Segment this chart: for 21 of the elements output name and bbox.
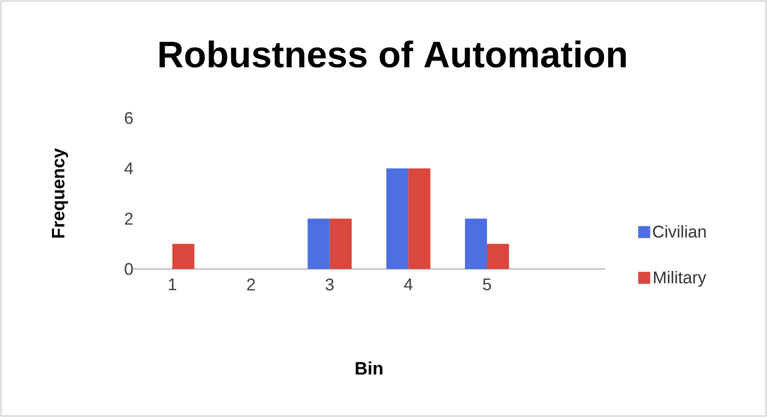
- x-tick-label: 4: [404, 278, 413, 290]
- bar: [308, 218, 330, 269]
- legend-label: Civilian: [653, 225, 706, 238]
- y-tick-label: 4: [124, 162, 133, 174]
- bar: [464, 218, 488, 269]
- y-tick-label: 0: [124, 263, 133, 275]
- bar: [172, 244, 194, 269]
- bar: [487, 244, 510, 269]
- x-tick-label: 1: [168, 278, 176, 290]
- y-tick-label: 2: [124, 212, 133, 225]
- y-tick-label: 6: [124, 112, 133, 124]
- chart-title: Robustness of Automation: [160, 40, 626, 68]
- y-axis-title: Frequency: [52, 148, 68, 238]
- bar: [408, 168, 430, 269]
- bar: [330, 218, 352, 269]
- legend-label: Military: [654, 270, 706, 287]
- x-tick-label: 3: [326, 278, 334, 291]
- bar: [386, 168, 408, 269]
- x-axis-title: Bin: [356, 362, 382, 374]
- x-tick-label: 2: [247, 278, 255, 290]
- x-tick-label: 5: [482, 278, 491, 290]
